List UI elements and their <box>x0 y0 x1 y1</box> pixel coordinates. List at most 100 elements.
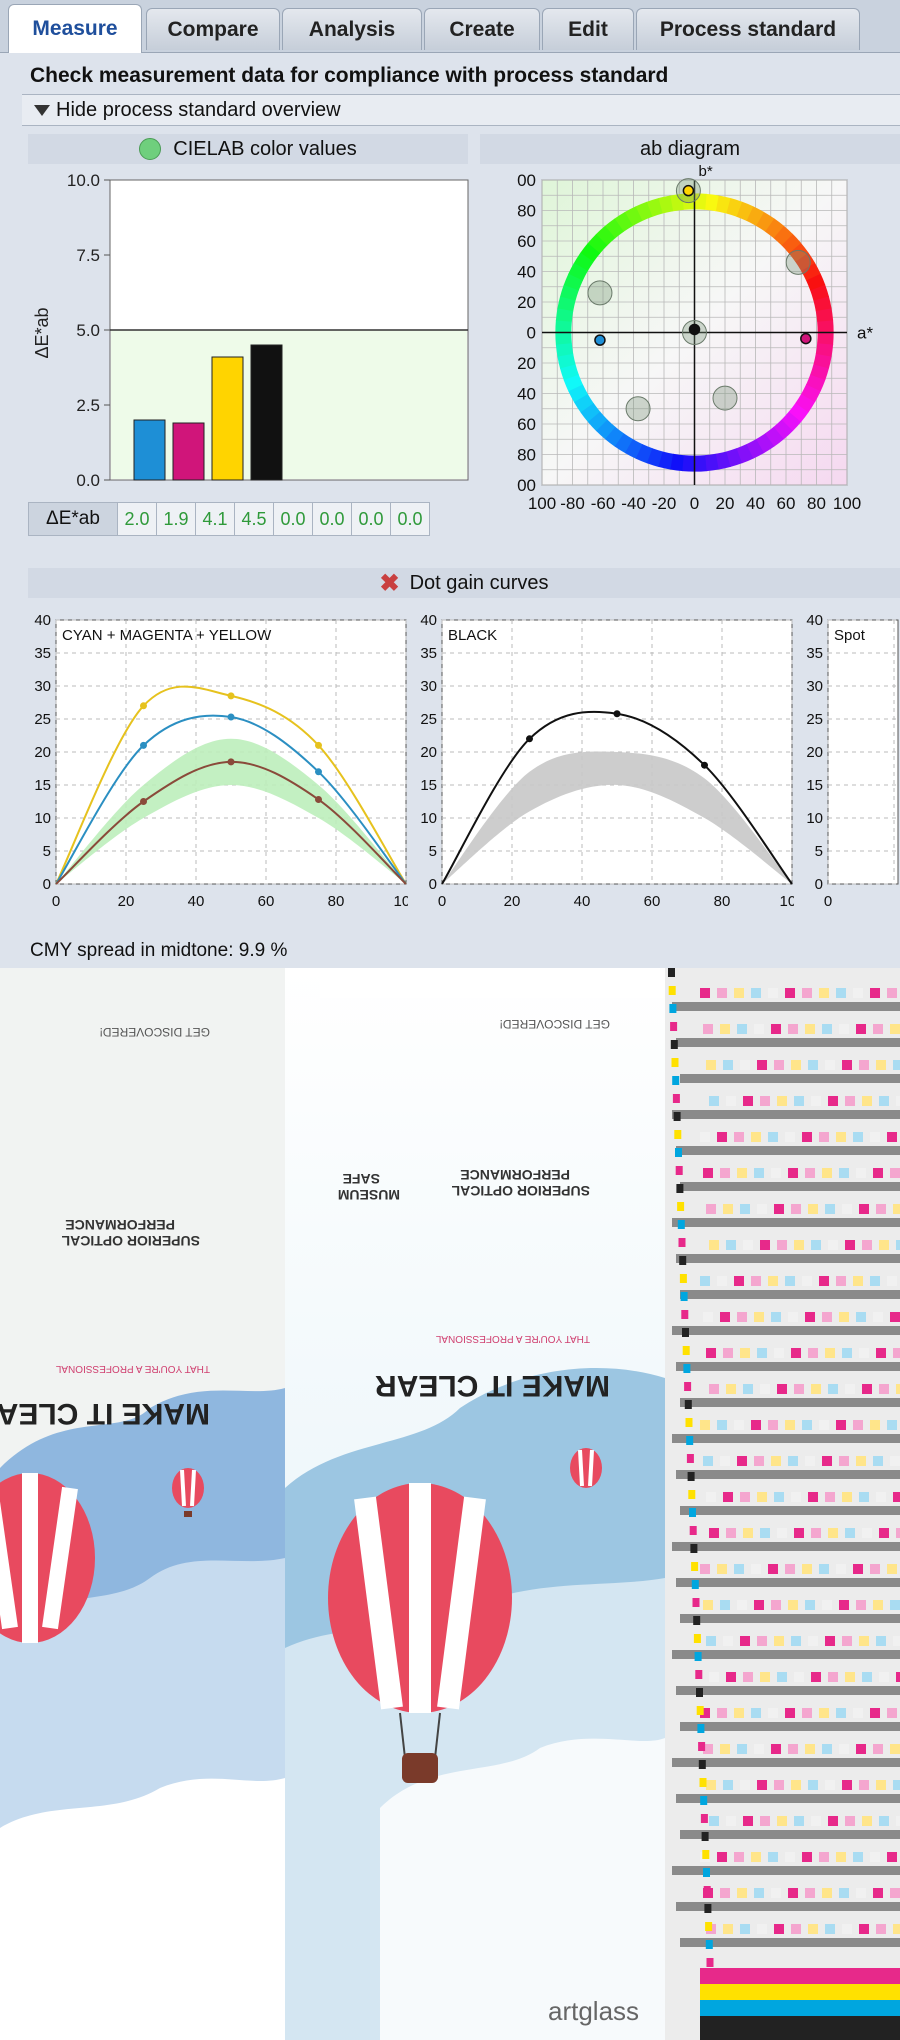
hue-ring-segment <box>669 193 684 212</box>
dg-y-tick-label: 10 <box>34 810 51 827</box>
headline-left-2: PERFORMANCE <box>65 1217 175 1233</box>
color-patch <box>822 1456 832 1466</box>
b-tick-label: 80 <box>517 202 536 221</box>
dot-gain-point <box>227 758 235 766</box>
color-patch <box>726 1528 736 1538</box>
dg-y-tick-label: 40 <box>34 612 51 629</box>
color-patch <box>839 1888 849 1898</box>
hue-ring-segment <box>764 218 784 239</box>
color-patch <box>771 1600 781 1610</box>
color-patch <box>751 988 761 998</box>
bar-y-tick-label: 2.5 <box>76 396 100 415</box>
dg-y-tick-label: 25 <box>806 711 823 728</box>
color-patch <box>737 1168 747 1178</box>
hue-ring-segment <box>557 296 576 312</box>
strip-gray-bar <box>676 1686 900 1695</box>
dot-gain-header: ✖ Dot gain curves <box>28 568 900 598</box>
color-patch <box>808 1204 818 1214</box>
delta-e-bar-chart: 0.0 2.5 5.0 7.5 10.0 ΔE*ab <box>32 171 469 490</box>
register-mark <box>693 1634 701 1643</box>
hue-ring-segment <box>813 353 832 369</box>
cloud-left-front <box>0 1778 285 2040</box>
bar-k <box>250 344 283 481</box>
dg-y-tick-label: 15 <box>806 777 823 794</box>
register-mark <box>698 1760 706 1769</box>
tolerance-circle <box>785 249 811 275</box>
color-patch <box>839 1168 849 1178</box>
color-patch <box>788 1168 798 1178</box>
color-patch <box>700 988 710 998</box>
color-patch <box>720 1888 730 1898</box>
delta-e-row-label: ΔE*ab <box>28 502 118 536</box>
tab-compare[interactable]: Compare <box>146 8 280 50</box>
color-patch <box>734 1708 744 1718</box>
color-patch <box>777 1384 787 1394</box>
overview-toggle[interactable]: Hide process standard overview <box>22 94 900 126</box>
register-mark <box>697 1724 705 1733</box>
color-patch <box>856 1888 866 1898</box>
register-mark <box>668 968 675 977</box>
a-tick-label: 40 <box>746 494 765 513</box>
tab-process-standard[interactable]: Process standard <box>636 8 860 50</box>
color-patch <box>890 1312 900 1322</box>
tab-analysis[interactable]: Analysis <box>282 8 422 50</box>
color-patch <box>737 1744 747 1754</box>
color-patch <box>836 1708 846 1718</box>
safe-text: SAFE <box>343 1171 380 1187</box>
bar-y-tick-label: 0.0 <box>76 471 100 490</box>
hue-ring-segment <box>596 419 616 440</box>
color-patch <box>836 1276 846 1286</box>
color-patch <box>802 1420 812 1430</box>
color-patch <box>785 1132 795 1142</box>
hue-ring-segment <box>736 201 754 221</box>
bar-y <box>211 356 244 481</box>
hue-ring-segment <box>587 411 608 432</box>
register-mark <box>668 986 676 995</box>
color-patch <box>876 1060 886 1070</box>
tolerance-circle <box>587 280 613 306</box>
b-tick-label: 60 <box>517 232 536 251</box>
color-patch <box>754 1744 764 1754</box>
color-patch <box>839 1744 849 1754</box>
color-patch <box>723 1924 733 1934</box>
color-patch <box>887 1276 897 1286</box>
color-patch <box>785 1708 795 1718</box>
hue-ring-segment <box>604 218 624 239</box>
color-patch <box>890 1456 900 1466</box>
color-patch <box>896 1096 900 1106</box>
dg-y-tick-label: 30 <box>420 678 437 695</box>
hue-ring-segment <box>795 393 816 413</box>
color-patch <box>740 1060 750 1070</box>
hue-ring-segment <box>559 284 579 302</box>
dot-gain-point <box>227 692 235 700</box>
color-patch <box>774 1924 784 1934</box>
bar-y-tick-label: 5.0 <box>76 321 100 340</box>
ab-diagram-title: ab diagram <box>639 137 741 160</box>
tab-edit[interactable]: Edit <box>542 8 634 50</box>
color-patch <box>893 1636 900 1646</box>
color-patch <box>788 1024 798 1034</box>
color-patch <box>845 1816 855 1826</box>
color-patch <box>743 1096 753 1106</box>
color-patch <box>805 1024 815 1034</box>
register-mark <box>693 1616 701 1625</box>
tab-measure[interactable]: Measure <box>8 4 142 53</box>
color-patch <box>822 1600 832 1610</box>
register-mark <box>706 1958 714 1967</box>
dg-x-tick-label: 60 <box>258 893 275 910</box>
color-patch <box>777 1672 787 1682</box>
color-patch <box>845 1384 855 1394</box>
register-mark <box>684 1400 692 1409</box>
color-patch <box>876 1780 886 1790</box>
hue-ring-segment <box>773 419 794 440</box>
color-patch <box>856 1168 866 1178</box>
color-patch <box>791 1636 801 1646</box>
color-patch <box>737 1600 747 1610</box>
color-patch <box>760 1096 770 1106</box>
hue-ring-segment <box>568 262 588 282</box>
tab-create[interactable]: Create <box>424 8 540 50</box>
color-patch <box>706 1780 716 1790</box>
color-patch <box>791 1924 801 1934</box>
hue-ring-segment <box>813 295 832 312</box>
slogan-left: MAKE IT CLEAR <box>0 1397 210 1430</box>
